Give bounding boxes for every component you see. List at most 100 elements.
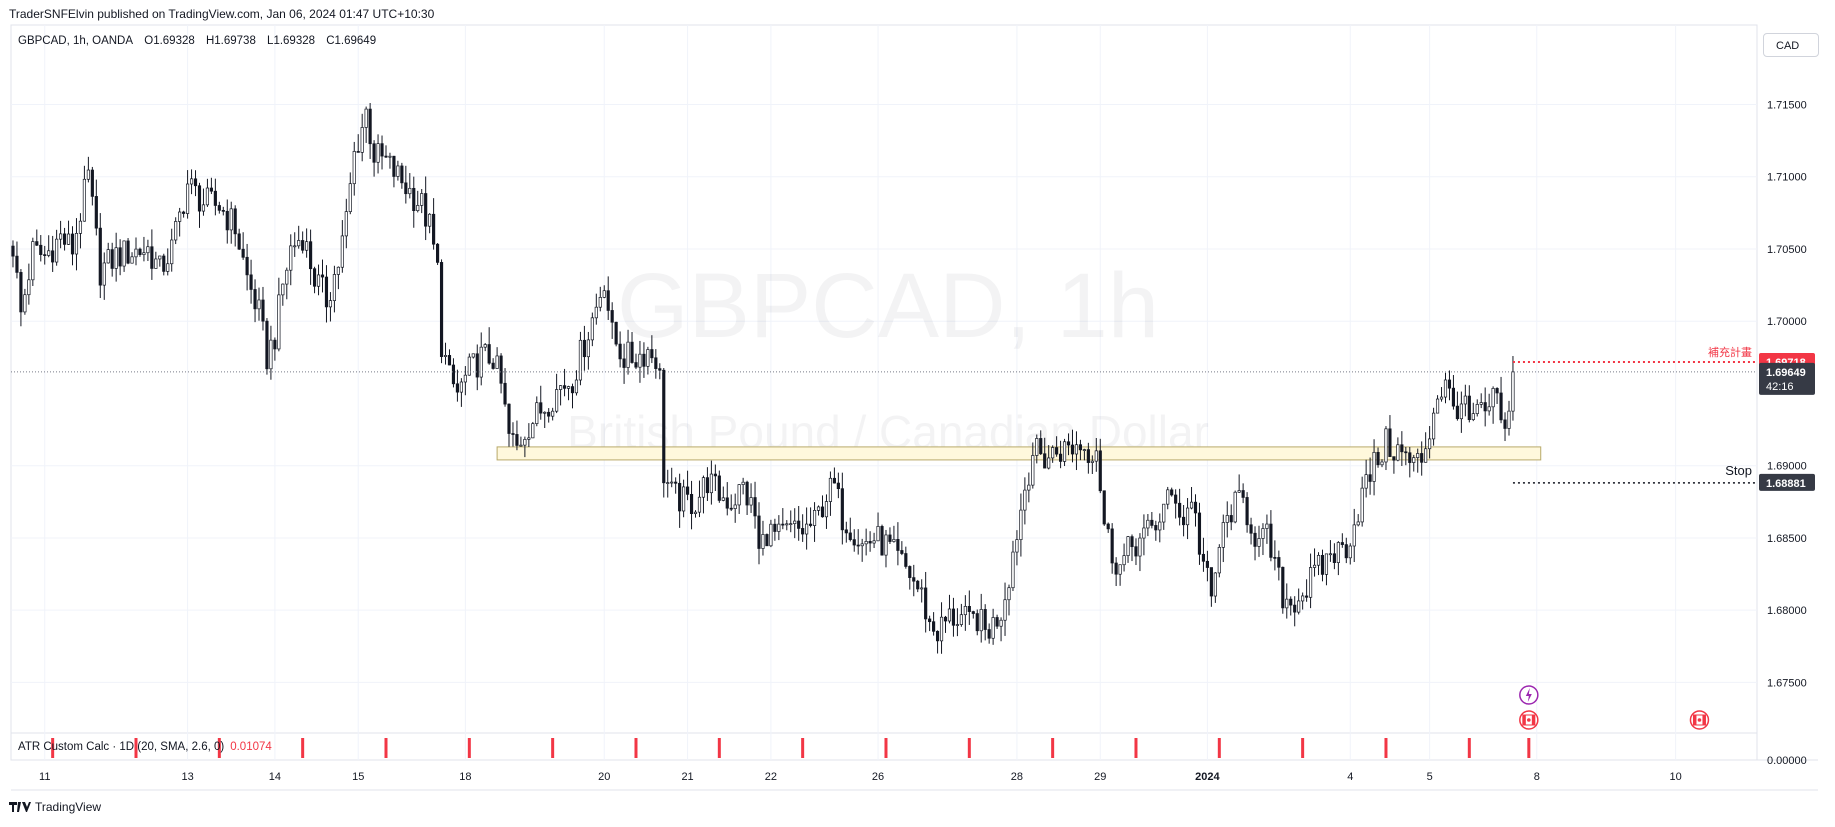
candle-body bbox=[979, 609, 983, 632]
atr-marker bbox=[384, 738, 388, 758]
candle-body bbox=[578, 339, 583, 381]
candle-body bbox=[793, 520, 797, 525]
candle-body bbox=[904, 553, 908, 567]
candle-body bbox=[408, 187, 412, 195]
candle-body bbox=[757, 515, 761, 549]
candle-body bbox=[1312, 564, 1317, 568]
candle-body bbox=[98, 227, 102, 286]
candle-body bbox=[1424, 448, 1428, 463]
symbol-label[interactable]: GBPCAD, 1h, OANDA bbox=[18, 35, 134, 47]
candle-body bbox=[995, 617, 999, 627]
candle-body bbox=[1102, 490, 1106, 525]
tradingview-logo-icon bbox=[9, 802, 31, 812]
candle-body bbox=[749, 497, 753, 506]
candle-body bbox=[1142, 527, 1146, 539]
candle-body bbox=[543, 411, 547, 414]
candle-body bbox=[447, 355, 452, 366]
flag-left-band bbox=[1522, 715, 1526, 725]
candle-body bbox=[435, 243, 440, 263]
x-tick-label: 14 bbox=[269, 771, 281, 783]
candle-body bbox=[975, 613, 979, 632]
candle-body bbox=[852, 539, 856, 546]
candle-body bbox=[1273, 557, 1277, 559]
candle-body bbox=[602, 290, 606, 298]
candle-body bbox=[693, 511, 698, 514]
candle-body bbox=[1110, 528, 1114, 564]
candle-body bbox=[1320, 554, 1325, 575]
atr-indicator-legend[interactable]: ATR Custom Calc · 1D (20, SMA, 2.6, 0) 0.… bbox=[18, 741, 272, 753]
candle-body bbox=[428, 213, 432, 227]
candle-body bbox=[745, 481, 749, 506]
candle-body bbox=[547, 411, 551, 417]
candle-body bbox=[932, 621, 936, 632]
x-tick-label: 5 bbox=[1427, 771, 1433, 783]
candle-body bbox=[134, 248, 138, 258]
y-tick-label: 1.71500 bbox=[1767, 99, 1807, 111]
candle-body bbox=[237, 233, 241, 250]
candle-body bbox=[622, 358, 626, 368]
candle-body bbox=[1364, 474, 1368, 489]
candle-body bbox=[1178, 502, 1182, 518]
candle-body bbox=[1098, 450, 1102, 492]
candle-body bbox=[570, 386, 575, 394]
flag-right-band bbox=[1531, 715, 1535, 725]
candle-body bbox=[670, 481, 674, 484]
candle-body bbox=[166, 263, 170, 272]
candle-body bbox=[106, 249, 110, 264]
candle-body bbox=[1066, 441, 1071, 446]
candle-body bbox=[674, 481, 678, 484]
tradingview-footer[interactable]: TradingView bbox=[9, 800, 101, 814]
support-zone-rectangle[interactable] bbox=[496, 446, 1542, 461]
candle-body bbox=[1154, 525, 1158, 531]
candle-body bbox=[1261, 528, 1265, 539]
candle-body bbox=[959, 614, 963, 625]
x-tick-label: 29 bbox=[1094, 771, 1106, 783]
candle-body bbox=[1384, 428, 1388, 463]
candle-body bbox=[27, 279, 31, 296]
candle-body bbox=[860, 543, 864, 547]
lightning-glyph bbox=[1525, 688, 1532, 702]
candle-body bbox=[404, 182, 408, 195]
candle-body bbox=[983, 609, 987, 630]
candle-body bbox=[606, 290, 610, 311]
candle-body bbox=[709, 473, 713, 494]
candle-body bbox=[701, 477, 706, 498]
candle-body bbox=[1265, 523, 1269, 529]
candle-body bbox=[935, 630, 940, 642]
candle-body bbox=[1511, 371, 1515, 412]
candle-body bbox=[1237, 490, 1241, 493]
candle-body bbox=[535, 402, 539, 424]
candle-body bbox=[277, 294, 281, 350]
candle-body bbox=[1396, 444, 1400, 461]
candle-body bbox=[1293, 604, 1297, 613]
candle-body bbox=[503, 382, 507, 405]
candle-body bbox=[789, 523, 793, 526]
candle-body bbox=[884, 534, 888, 556]
candle-body bbox=[713, 473, 717, 477]
candle-body bbox=[245, 256, 249, 276]
candle-body bbox=[1051, 447, 1055, 459]
currency-button[interactable]: CAD bbox=[1763, 33, 1819, 57]
candle-body bbox=[94, 196, 98, 229]
candle-body bbox=[1344, 544, 1348, 559]
candle-body bbox=[1451, 387, 1456, 407]
candle-body bbox=[297, 240, 301, 247]
candle-body bbox=[1356, 521, 1360, 526]
candle-body bbox=[1380, 461, 1384, 466]
candle-body bbox=[1126, 536, 1130, 556]
candle-body bbox=[1118, 564, 1122, 575]
candle-body bbox=[74, 233, 79, 255]
candle-body bbox=[1062, 441, 1067, 462]
candle-body bbox=[217, 205, 221, 211]
candle-body bbox=[1078, 444, 1083, 451]
candle-body bbox=[562, 385, 567, 389]
candle-body bbox=[1507, 410, 1511, 429]
candle-body bbox=[511, 433, 515, 435]
candle-body bbox=[908, 566, 912, 578]
candle-body bbox=[1094, 450, 1098, 462]
candle-body bbox=[233, 208, 237, 235]
candle-body bbox=[963, 605, 967, 616]
candle-body bbox=[455, 383, 460, 393]
candle-body bbox=[947, 608, 952, 622]
